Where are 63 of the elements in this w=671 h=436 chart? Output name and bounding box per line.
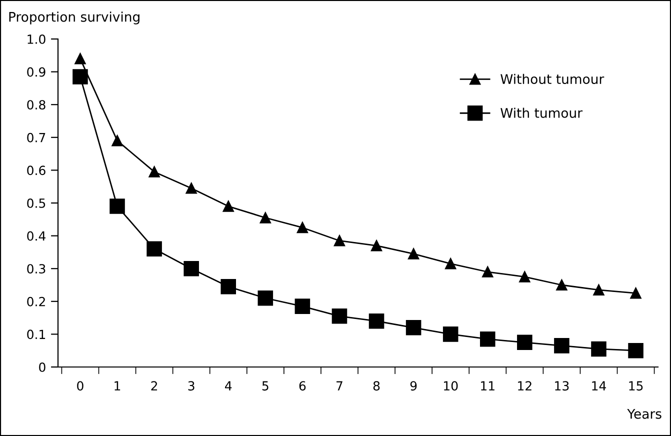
x-tick-label: 2 (151, 381, 158, 390)
point (186, 182, 197, 194)
y-tick-label: 0.5 (27, 198, 46, 208)
point (517, 334, 532, 350)
y-axis-title: Proportion surviving (9, 12, 140, 24)
y-tick-label: 0.7 (27, 132, 46, 142)
point (630, 288, 642, 299)
point (294, 298, 310, 314)
y-tick-label: 0 (39, 362, 46, 372)
x-tick-label: 9 (410, 381, 417, 391)
point (445, 258, 456, 270)
legend-label: Without tumour (500, 74, 604, 84)
point (112, 135, 123, 146)
x-tick-label: 5 (262, 381, 268, 391)
point (258, 290, 274, 306)
x-tick-label: 6 (299, 381, 306, 391)
y-tick-label: 0.6 (27, 166, 46, 176)
y-tick-label: 0.8 (27, 100, 46, 110)
y-tick-label: 0.3 (27, 264, 46, 274)
point (370, 240, 382, 252)
x-tick-label: 3 (188, 381, 194, 391)
x-tick-label: 11 (481, 381, 494, 390)
x-tick-label: 4 (225, 381, 232, 390)
x-tick-label: 0 (77, 381, 84, 391)
x-tick-label: 8 (373, 381, 380, 391)
point (519, 271, 530, 282)
y-tick-label: 0.2 (27, 296, 45, 306)
point (220, 279, 236, 294)
point (184, 260, 199, 276)
point (408, 248, 420, 260)
point (222, 200, 234, 212)
point (296, 222, 308, 234)
point (442, 326, 458, 342)
x-tick-label: 7 (336, 381, 342, 390)
point (260, 212, 271, 224)
point (556, 279, 568, 291)
point (593, 284, 604, 296)
y-tick-label: 0.4 (27, 231, 46, 241)
point (554, 338, 570, 354)
x-tick-label: 15 (629, 381, 643, 391)
y-tick-label: 1.0 (28, 34, 46, 44)
point (110, 198, 125, 214)
point (74, 53, 86, 64)
x-tick-label: 1 (114, 381, 120, 390)
x-tick-label: 12 (518, 381, 532, 390)
point (334, 235, 346, 246)
point (591, 341, 606, 357)
y-tick-label: 0.9 (27, 67, 46, 77)
point (332, 308, 348, 324)
x-tick-label: 13 (555, 381, 569, 391)
x-tick-label: 10 (444, 381, 458, 391)
point (482, 266, 494, 278)
point (146, 241, 162, 257)
point (72, 69, 88, 84)
point (406, 320, 422, 336)
point (628, 342, 644, 358)
point (480, 331, 496, 347)
legend-label: With tumour (500, 108, 583, 118)
point (148, 166, 160, 178)
x-axis-title: Years (627, 409, 662, 419)
point (368, 313, 384, 329)
x-tick-label: 14 (592, 381, 606, 390)
y-tick-label: 0.1 (27, 330, 46, 340)
